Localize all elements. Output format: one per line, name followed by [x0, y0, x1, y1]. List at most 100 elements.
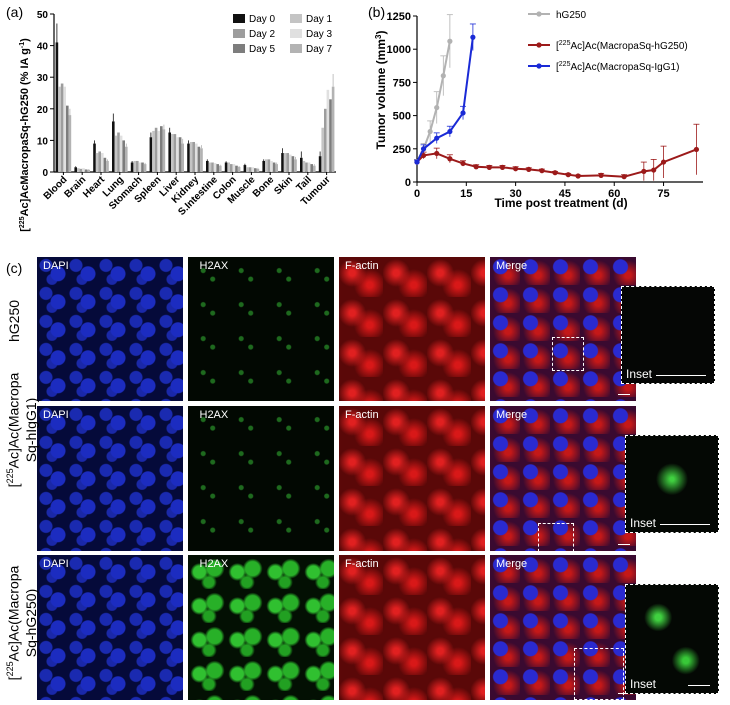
bar — [160, 126, 163, 172]
bar — [237, 166, 241, 172]
y-tick-label: 250 — [393, 144, 411, 156]
x-tick-label: 0 — [414, 188, 420, 200]
data-point — [651, 167, 657, 173]
legend-marker — [536, 11, 542, 17]
y-tick-label: 1000 — [387, 44, 411, 56]
bar — [262, 160, 265, 172]
bar — [98, 151, 101, 172]
channel-label: DAPI — [43, 558, 69, 570]
inset-scale-bar — [660, 524, 710, 525]
legend-label: Day 0 — [249, 14, 276, 25]
bar — [93, 143, 96, 172]
micrograph-row3-h2ax: H2AX — [188, 555, 334, 700]
legend-label: Day 7 — [306, 44, 333, 55]
channel-label: H2AX — [194, 409, 229, 421]
bar — [125, 146, 128, 172]
x-tick-label: 45 — [559, 188, 571, 200]
bar — [84, 169, 88, 172]
bar — [82, 168, 85, 172]
bar — [206, 160, 209, 172]
y-tick-label: 30 — [37, 73, 49, 84]
bar — [103, 157, 107, 172]
legend-label: [225Ac]Ac(MacropaSq-IgG1) — [556, 61, 679, 73]
inset-row1: Inset — [621, 286, 715, 384]
bar — [197, 146, 201, 172]
bar — [55, 42, 59, 172]
bar — [138, 162, 142, 172]
data-point — [575, 173, 581, 179]
data-point — [513, 166, 519, 172]
bar — [300, 157, 303, 172]
data-point — [460, 160, 466, 167]
y-tick-label: 0 — [42, 168, 48, 179]
row-label-hg250-treated: [225Ac]Ac(Macropa Sq-hG250) — [5, 565, 39, 681]
inset-region-box — [574, 648, 624, 700]
bar — [254, 168, 257, 172]
bar — [112, 121, 115, 172]
micrograph-row2-dapi: DAPI — [37, 406, 183, 551]
series-line — [416, 41, 451, 163]
channel-label: H2AX — [194, 260, 229, 272]
chart-b-xlabel: Time post treatment (d) — [494, 196, 627, 210]
bar — [168, 132, 171, 172]
chart-a-ylabel: [225Ac]AcMacropaSq-hG250 (% IA g-1) — [19, 38, 31, 232]
bar — [66, 105, 69, 172]
data-point — [420, 152, 427, 159]
bar — [251, 167, 254, 172]
legend-swatch — [233, 44, 245, 53]
data-point — [598, 172, 604, 178]
bar — [246, 167, 249, 172]
x-tick-label: 60 — [608, 188, 620, 200]
data-point — [460, 110, 466, 116]
bar — [213, 163, 217, 172]
channel-label: DAPI — [43, 260, 69, 272]
channel-label: H2AX — [194, 558, 229, 570]
data-point — [447, 156, 453, 162]
micrograph-row1-factin: F-actin — [339, 257, 485, 401]
bar — [74, 167, 77, 172]
bar — [329, 99, 332, 172]
bar — [283, 153, 287, 172]
micrograph-row1-merge: Merge — [490, 257, 636, 401]
scale-bar — [618, 394, 630, 395]
channel-label: F-actin — [345, 260, 379, 272]
bar — [227, 162, 230, 172]
bar — [181, 143, 184, 172]
bar — [101, 153, 104, 172]
micrograph-row3-merge: Merge — [490, 555, 636, 700]
bar — [152, 130, 155, 172]
chart-b-ylabel: Tumor volume (mm3) — [374, 31, 388, 150]
legend-marker — [536, 63, 542, 69]
panel-a-label: (a) — [6, 4, 24, 20]
bar — [143, 164, 147, 172]
tumor-volume-line-chart: Tumor volume (mm3) Time post treatment (… — [374, 10, 703, 210]
bar — [302, 160, 306, 172]
bar — [162, 129, 166, 172]
bar — [291, 156, 295, 172]
bar — [281, 153, 284, 172]
bar — [294, 159, 297, 172]
bar — [176, 137, 179, 172]
data-point — [526, 166, 532, 172]
bar — [224, 162, 228, 172]
inset-region-box — [552, 337, 584, 371]
bar — [130, 162, 134, 172]
y-tick-label: 40 — [37, 42, 49, 53]
bar — [289, 154, 292, 172]
bar — [157, 130, 160, 172]
bar — [106, 160, 109, 172]
bar — [87, 169, 90, 172]
data-point — [447, 128, 453, 135]
data-point — [434, 150, 440, 157]
bar — [60, 83, 64, 172]
row-label-igg1: [225Ac]Ac(Macropa Sq-hIgG1) — [5, 372, 39, 488]
legend-swatch — [290, 44, 302, 53]
legend-label: [225Ac]Ac(MacropaSq-hG250) — [556, 40, 688, 52]
data-point — [693, 146, 700, 153]
y-tick-label: 10 — [37, 136, 49, 147]
bar — [154, 127, 158, 172]
legend-label: Day 3 — [306, 29, 333, 40]
legend-swatch — [233, 29, 245, 38]
legend-marker — [536, 42, 542, 48]
bar — [122, 140, 125, 172]
